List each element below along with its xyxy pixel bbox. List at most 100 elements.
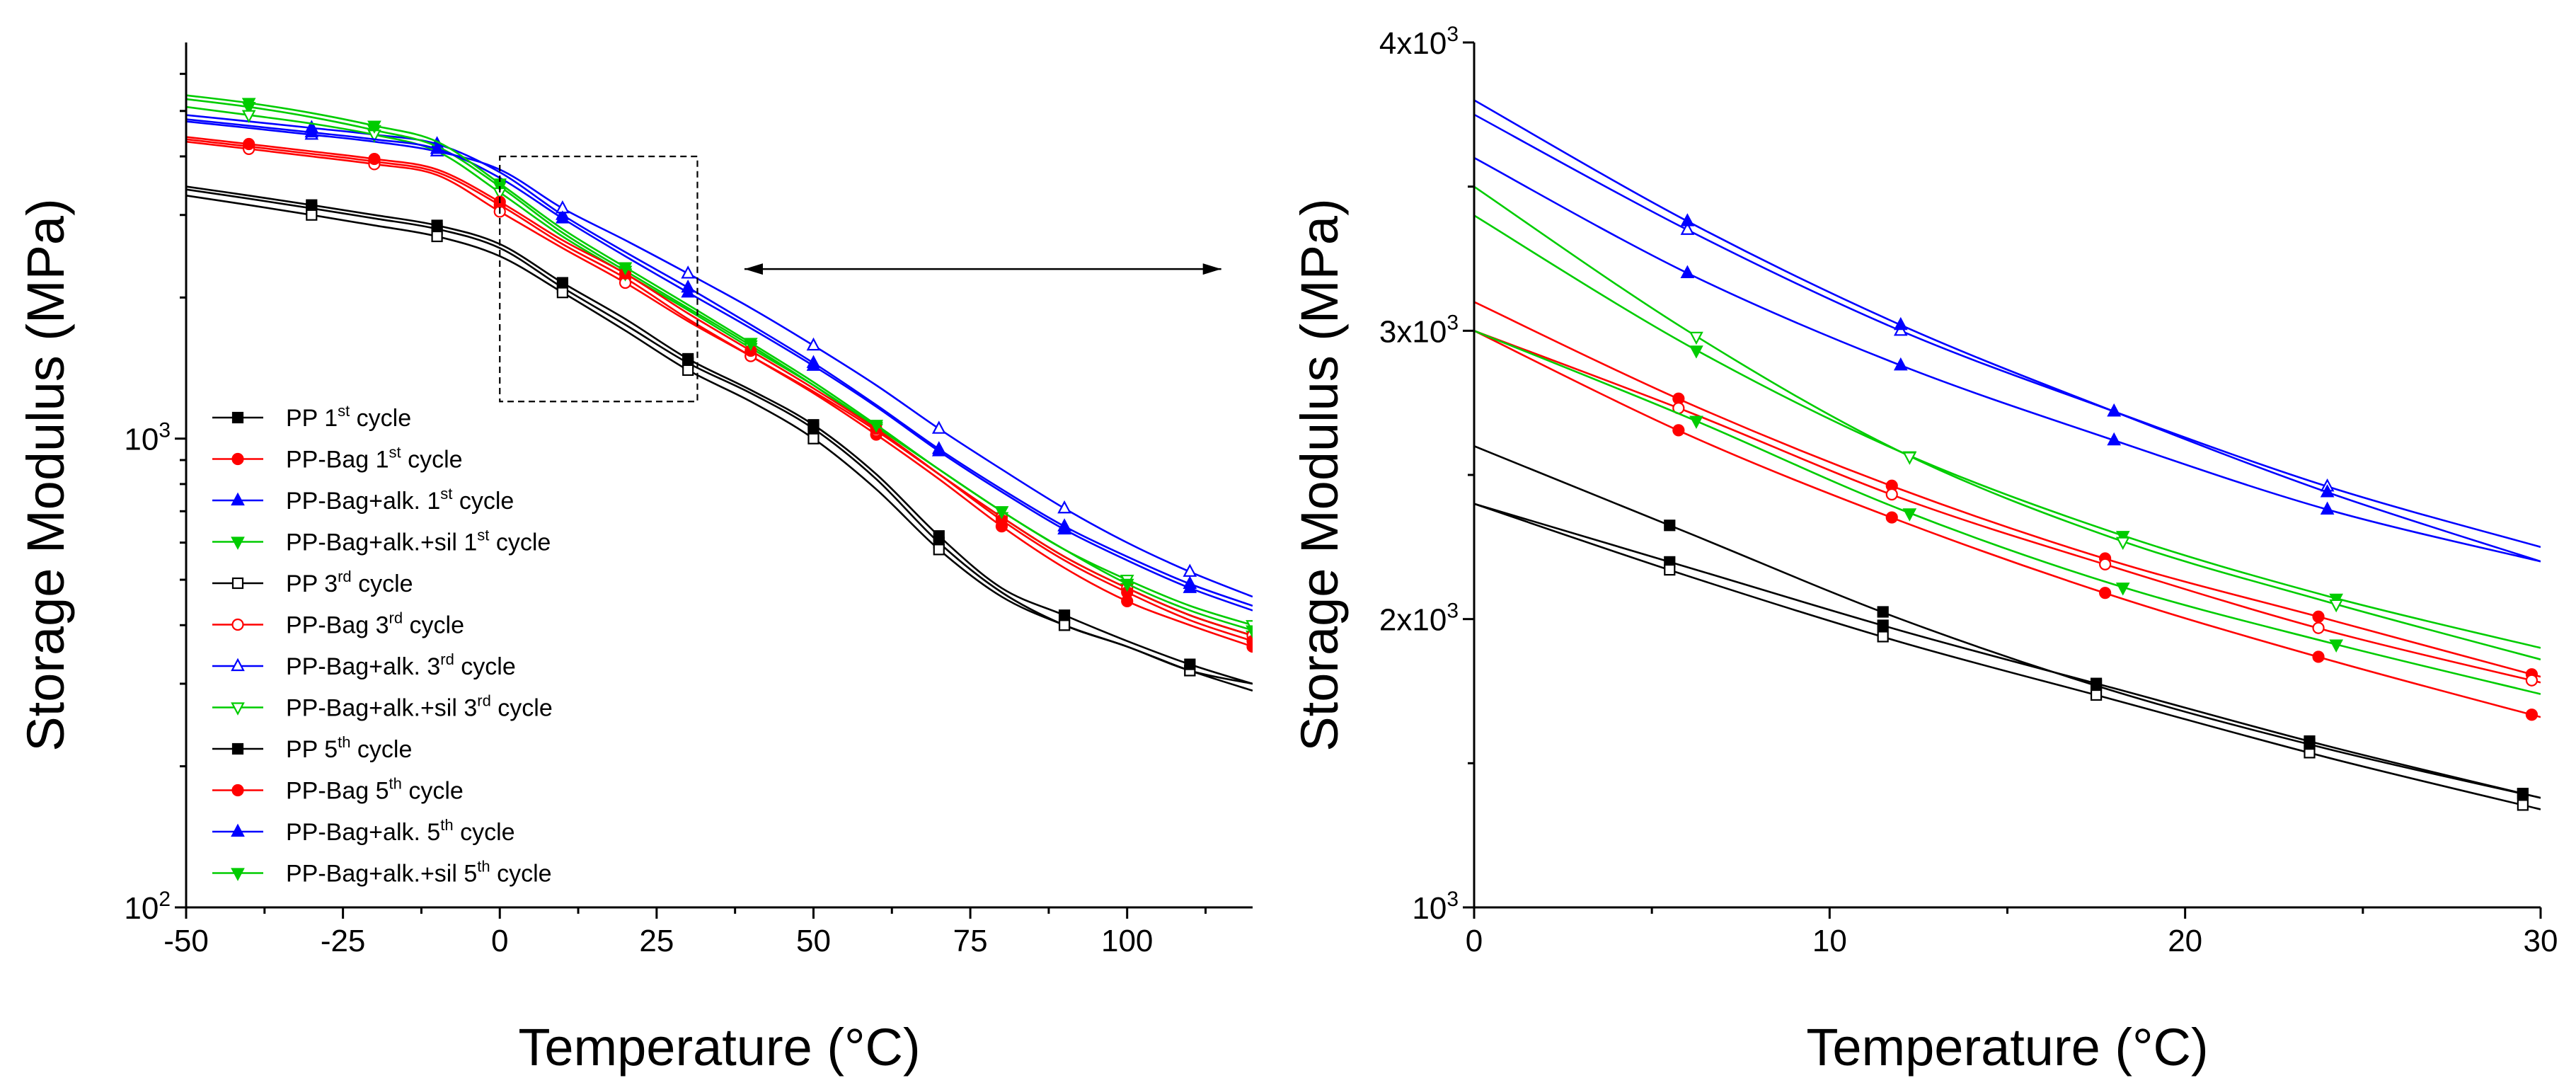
- right-series-2-point: [1680, 265, 1695, 278]
- right-series-5-point: [2312, 621, 2325, 634]
- left-x-tick-label: 50: [796, 924, 831, 958]
- legend-label-0: PP 1st cycle: [286, 402, 411, 432]
- left-series-11-point: [1120, 578, 1134, 592]
- left-series-4-point: [431, 230, 443, 243]
- right-series-5-point: [2525, 674, 2538, 687]
- legend-label-2: PP-Bag+alk. 1st cycle: [286, 485, 514, 515]
- right-series-9-point: [1672, 424, 1685, 437]
- legend-marker-4: [231, 577, 244, 590]
- right-series-8-point: [1664, 520, 1676, 532]
- left-series-11-point: [241, 98, 256, 111]
- right-series-4-point: [1664, 563, 1676, 576]
- left-series-line-8: [186, 185, 1253, 685]
- right-series-line-1: [1474, 301, 2541, 678]
- right-x-tick-label: 20: [2168, 924, 2202, 958]
- left-series-group: [186, 94, 1253, 692]
- left-series-10-point: [681, 284, 696, 298]
- right-series-11-point: [2115, 583, 2130, 596]
- left-series-9-point: [1246, 635, 1253, 648]
- left-series-9-point: [243, 137, 255, 151]
- right-series-line-3: [1474, 214, 2541, 649]
- zoom-arrow-right-head: [1202, 263, 1221, 275]
- left-series-4-point: [682, 364, 694, 377]
- left-series-8-point: [306, 199, 318, 211]
- left-chart-panel: -50 -25 0 25 50 75 100 102 103 Temperature (°C) St…: [16, 42, 1253, 1077]
- left-series-11-point: [618, 262, 633, 275]
- left-series-10-point: [931, 443, 946, 457]
- right-y-tick-label: 4x103: [1379, 23, 1459, 61]
- legend-marker-7: [231, 702, 245, 716]
- left-series-11-point: [994, 506, 1009, 520]
- left-series-10-point: [1183, 580, 1197, 593]
- left-series-4-point: [807, 432, 820, 444]
- left-series-4-point: [306, 209, 318, 221]
- right-series-11-point: [1689, 415, 1703, 429]
- right-x-tick-label: 10: [1812, 924, 1847, 958]
- right-series-7-point: [2329, 599, 2343, 613]
- left-x-tick-label: 75: [953, 924, 988, 958]
- left-series-10-point: [806, 357, 821, 371]
- left-series-4-point: [556, 287, 568, 299]
- right-series-1-point: [2312, 610, 2325, 623]
- right-series-9-point: [2525, 708, 2538, 721]
- left-series-4-point: [933, 544, 945, 556]
- right-series-5-point: [1885, 488, 1898, 501]
- right-series-2-point: [1893, 357, 1908, 371]
- right-series-line-6: [1474, 113, 2541, 549]
- legend-label-10: PP-Bag+alk. 5th cycle: [286, 816, 515, 846]
- left-series-8-point: [682, 352, 694, 365]
- right-series-8-point: [1877, 606, 1889, 618]
- left-series-6-point: [806, 337, 821, 351]
- right-series-7-point: [1689, 331, 1703, 345]
- left-series-4-point: [1058, 619, 1071, 631]
- right-chart-panel: 0 10 20 30 103 2x103 3x103 4x103 Temperature (°C…: [1290, 23, 2558, 1077]
- right-series-11-point: [1902, 508, 1917, 522]
- zoom-region-box: [499, 155, 698, 403]
- right-series-line-7: [1474, 185, 2541, 660]
- left-series-line-5: [186, 140, 1253, 637]
- right-series-7-point: [2115, 537, 2130, 551]
- right-series-line-4: [1474, 503, 2541, 810]
- left-series-8-point: [431, 219, 443, 231]
- legend-label-6: PP-Bag+alk. 3rd cycle: [286, 650, 516, 680]
- left-series-10-point: [430, 141, 444, 154]
- legend-label-5: PP-Bag 3rd cycle: [286, 609, 464, 639]
- right-series-8-point: [2517, 788, 2529, 800]
- right-series-line-11: [1474, 330, 2541, 695]
- right-series-10-point: [2320, 484, 2335, 498]
- left-series-8-point: [556, 277, 568, 289]
- legend-marker-3: [231, 537, 245, 550]
- left-x-tick-label: -25: [321, 924, 366, 958]
- right-series-line-9: [1474, 330, 2541, 718]
- right-series-0-point: [1877, 619, 1889, 631]
- right-series-9-point: [1885, 511, 1898, 524]
- right-series-4-point: [1877, 631, 1889, 643]
- legend-marker-1: [231, 452, 244, 466]
- right-series-9-point: [2099, 587, 2112, 600]
- legend-label-7: PP-Bag+alk.+sil 3rd cycle: [286, 692, 553, 722]
- legend-marker-2: [231, 492, 245, 506]
- left-x-tick-label: 0: [491, 924, 508, 958]
- right-series-3-point: [1689, 345, 1703, 359]
- left-series-8-point: [807, 419, 820, 431]
- legend-marker-0: [231, 411, 244, 424]
- legend-marker-9: [231, 784, 244, 797]
- right-series-6-point: [1680, 222, 1695, 235]
- right-series-8-point: [2090, 679, 2103, 692]
- right-series-8-point: [2304, 738, 2316, 750]
- right-series-line-0: [1474, 503, 2541, 799]
- left-y-tick-label: 102: [124, 888, 171, 926]
- left-series-line-6: [186, 120, 1253, 598]
- left-series-11-point: [367, 120, 381, 134]
- right-series-line-8: [1474, 445, 2541, 799]
- left-series-6-point: [931, 420, 946, 434]
- legend-label-3: PP-Bag+alk.+sil 1st cycle: [286, 527, 551, 556]
- legend-marker-5: [231, 618, 244, 631]
- right-y-tick-label: 3x103: [1379, 311, 1459, 349]
- right-series-10-point: [1893, 316, 1908, 331]
- right-series-7-point: [1902, 452, 1917, 465]
- right-series-5-point: [2099, 558, 2112, 570]
- left-series-6-point: [681, 265, 696, 279]
- right-y-axis-label: Storage Modulus (MPa): [1290, 198, 1349, 751]
